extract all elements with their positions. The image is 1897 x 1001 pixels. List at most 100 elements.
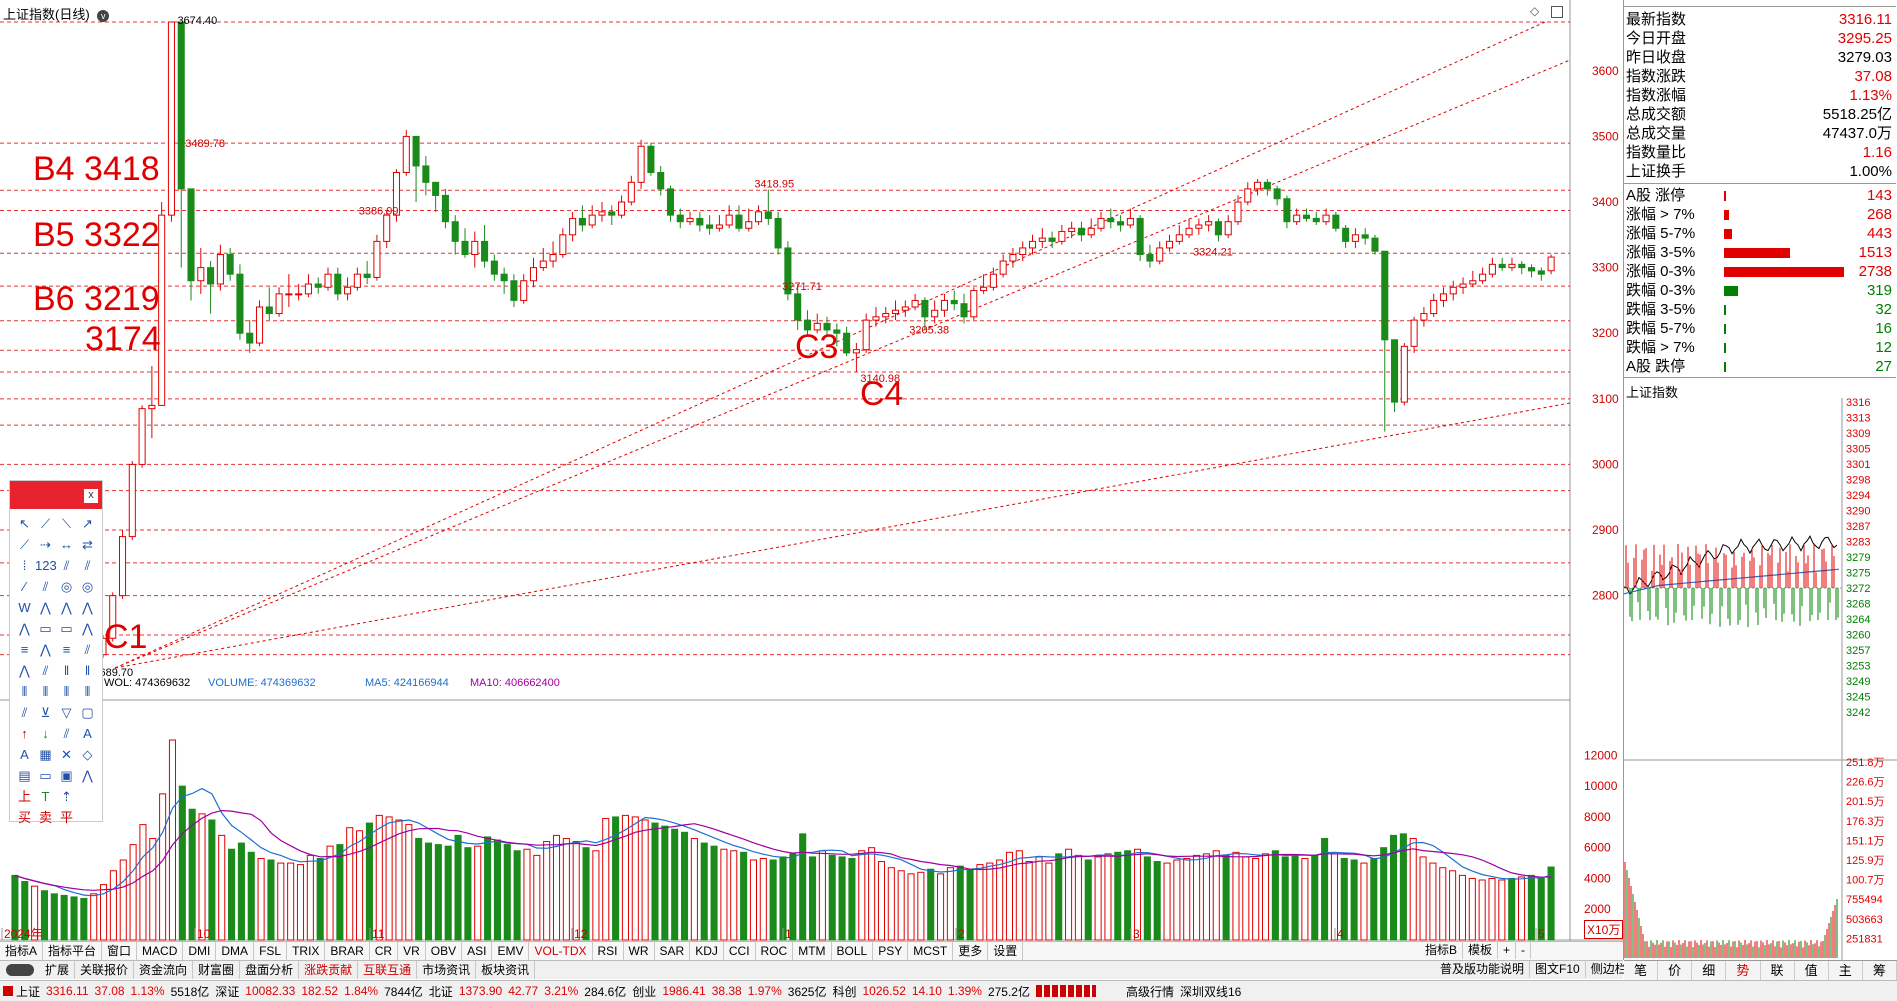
indicator-tab[interactable]: 窗口 <box>102 942 138 960</box>
drawing-tool-icon[interactable]: ⦀ <box>63 684 70 699</box>
indicator-tab[interactable]: MACD <box>137 942 184 960</box>
close-icon[interactable]: x <box>84 489 98 503</box>
diamond-icon[interactable]: ◇ <box>1530 4 1540 18</box>
indicator-tab[interactable]: VR <box>398 942 426 960</box>
drawing-tool-icon[interactable]: ‖ <box>63 663 70 678</box>
drawing-tool-icon[interactable]: W <box>18 600 31 615</box>
extension-tab[interactable]: 涨跌贡献 <box>299 961 359 979</box>
drawing-tool-icon[interactable]: ⫽ <box>63 558 70 573</box>
drawing-tool-icon[interactable]: ⋀ <box>82 621 93 636</box>
extension-tab[interactable]: 财富圈 <box>193 961 241 979</box>
drawing-tool-icon[interactable]: T <box>41 789 50 804</box>
drawing-tool-icon[interactable]: ↔ <box>60 537 73 552</box>
indicator-tab[interactable]: MCST <box>908 942 954 960</box>
indicator-tab[interactable]: ASI <box>462 942 493 960</box>
indicator-tab[interactable]: 设置 <box>988 942 1024 960</box>
indicator-tab[interactable]: EMV <box>492 942 530 960</box>
intraday-chart[interactable]: 3316 3313 3309 3305 3301 3298 3294 3290 3287 3283… <box>1624 380 1897 960</box>
drawing-tool-icon[interactable]: ⋀ <box>61 600 72 615</box>
drawing-tool-icon[interactable]: A <box>20 747 29 762</box>
drawing-tool-icon[interactable]: ⟋ <box>19 537 30 552</box>
drawing-tool-icon[interactable]: ⫽ <box>42 579 49 594</box>
drawing-tool-icon[interactable] <box>77 807 98 828</box>
extension-tab[interactable]: 资金流向 <box>134 961 194 979</box>
indicator-tab[interactable]: MTM <box>793 942 832 960</box>
drawing-tool-icon[interactable]: ⦀ <box>21 684 28 699</box>
drawing-tool-icon[interactable]: ◎ <box>81 579 94 594</box>
drawing-tool-icon[interactable]: 平 <box>59 810 73 825</box>
drawing-tool-icon[interactable]: ▦ <box>39 747 52 762</box>
indicator-tab[interactable]: WR <box>624 942 655 960</box>
drawing-tool-icon[interactable]: ▣ <box>60 768 73 783</box>
drawing-tool-icon[interactable]: ⟍ <box>61 516 72 531</box>
extension-tab[interactable]: 盘面分析 <box>240 961 300 979</box>
extension-tab[interactable]: 市场资讯 <box>417 961 477 979</box>
extension-tab[interactable]: 扩展 <box>40 961 76 979</box>
drawing-tool-icon[interactable]: ⇢ <box>40 537 51 552</box>
cy-name[interactable]: 创业 <box>632 984 657 999</box>
drawing-tool-icon[interactable]: ▭ <box>60 621 73 636</box>
drawing-tool-icon[interactable]: ⋀ <box>40 642 51 657</box>
drawing-tool-icon[interactable]: ⇄ <box>82 537 93 552</box>
drawing-tool-icon[interactable]: ⫽ <box>21 705 28 720</box>
drawing-tool-icon[interactable]: ◎ <box>60 579 73 594</box>
price-chart[interactable]: 2800 2900 3000 3100 3200 3300 3400 3500 3600 3674… <box>0 0 1623 960</box>
drawing-tool-icon[interactable]: ⁄ <box>23 579 26 594</box>
indicator-right-button[interactable]: 指标B <box>1420 941 1464 959</box>
chart-corner-icons[interactable]: ◇ <box>1530 4 1563 18</box>
drawing-tool-icon[interactable]: ⫽ <box>84 558 91 573</box>
drawing-tool-icon[interactable]: ↑ <box>21 726 28 741</box>
indicator-tab[interactable]: KDJ <box>690 942 724 960</box>
indicator-tab[interactable]: TRIX <box>287 942 326 960</box>
drawing-tool-icon[interactable]: ⇡ <box>61 789 72 804</box>
indicator-tab[interactable]: VOL-TDX <box>529 942 593 960</box>
drawing-tool-icon[interactable]: ✕ <box>61 747 72 762</box>
side-tab[interactable]: 联 <box>1761 961 1795 981</box>
indicator-tab[interactable]: OBV <box>426 942 463 960</box>
drawing-tool-icon[interactable]: 上 <box>17 789 31 804</box>
extension-tab[interactable]: 板块资讯 <box>476 961 536 979</box>
side-tab[interactable]: 值 <box>1795 961 1829 981</box>
indicator-tab[interactable]: ROC <box>756 942 794 960</box>
extension-tab[interactable]: 关联报价 <box>75 961 135 979</box>
drawing-tool-icon[interactable]: ⫽ <box>63 726 70 741</box>
indicator-tab[interactable]: FSL <box>254 942 288 960</box>
chevron-down-icon[interactable]: v <box>97 10 110 22</box>
drawing-tool-icon[interactable]: 买 <box>17 810 31 825</box>
drawing-tool-icon[interactable]: 123 <box>35 558 57 573</box>
indicator-tab[interactable]: CR <box>370 942 399 960</box>
indicator-tab[interactable]: DMI <box>183 942 217 960</box>
drawing-tool-icon[interactable]: ▢ <box>81 705 94 720</box>
drawing-tool-icon[interactable]: ⦀ <box>42 684 49 699</box>
side-tab[interactable]: 笔 <box>1624 961 1659 981</box>
toggle-icon[interactable] <box>6 964 34 976</box>
indicator-tab[interactable]: 更多 <box>953 942 989 960</box>
drawing-tool-icon[interactable]: ▽ <box>61 705 72 720</box>
indicator-tab[interactable]: RSI <box>593 942 624 960</box>
extension-tab[interactable]: 互联互通 <box>358 961 418 979</box>
drawing-tool-icon[interactable]: ▭ <box>39 621 52 636</box>
drawing-tool-icon[interactable]: ↗ <box>82 516 93 531</box>
kc-name[interactable]: 科创 <box>832 984 857 999</box>
drawing-tool-icon[interactable]: ⋀ <box>82 768 93 783</box>
drawing-tool-icon[interactable]: ⁞ <box>22 558 27 573</box>
indicator-right-button[interactable]: - <box>1516 941 1532 959</box>
sh-name[interactable]: 上证 <box>16 984 41 999</box>
drawing-tool-icon[interactable]: ⋀ <box>40 600 51 615</box>
grid-icon[interactable] <box>1550 5 1563 18</box>
sz-name[interactable]: 深证 <box>215 984 240 999</box>
indicator-tab[interactable]: DMA <box>216 942 255 960</box>
drawing-tool-icon[interactable]: ↓ <box>42 726 49 741</box>
drawing-tool-icon[interactable]: ⟋ <box>40 516 51 531</box>
drawing-tool-icon[interactable]: ↖ <box>19 516 30 531</box>
drawing-tool-icon[interactable]: A <box>83 726 92 741</box>
side-tab[interactable]: 细 <box>1692 961 1727 981</box>
nb-name[interactable]: 北证 <box>428 984 453 999</box>
indicator-tab[interactable]: PSY <box>873 942 909 960</box>
drawing-tool-icon[interactable]: ⋀ <box>82 600 93 615</box>
drawing-tool-icon[interactable]: ⫽ <box>42 663 49 678</box>
side-tab[interactable]: 筹 <box>1863 961 1897 981</box>
drawing-tool-icon[interactable]: ‖ <box>84 663 91 678</box>
shenzhen-dual-line-link[interactable]: 深圳双线16 <box>1179 984 1242 999</box>
advanced-quote-link[interactable]: 高级行情 <box>1125 984 1174 999</box>
